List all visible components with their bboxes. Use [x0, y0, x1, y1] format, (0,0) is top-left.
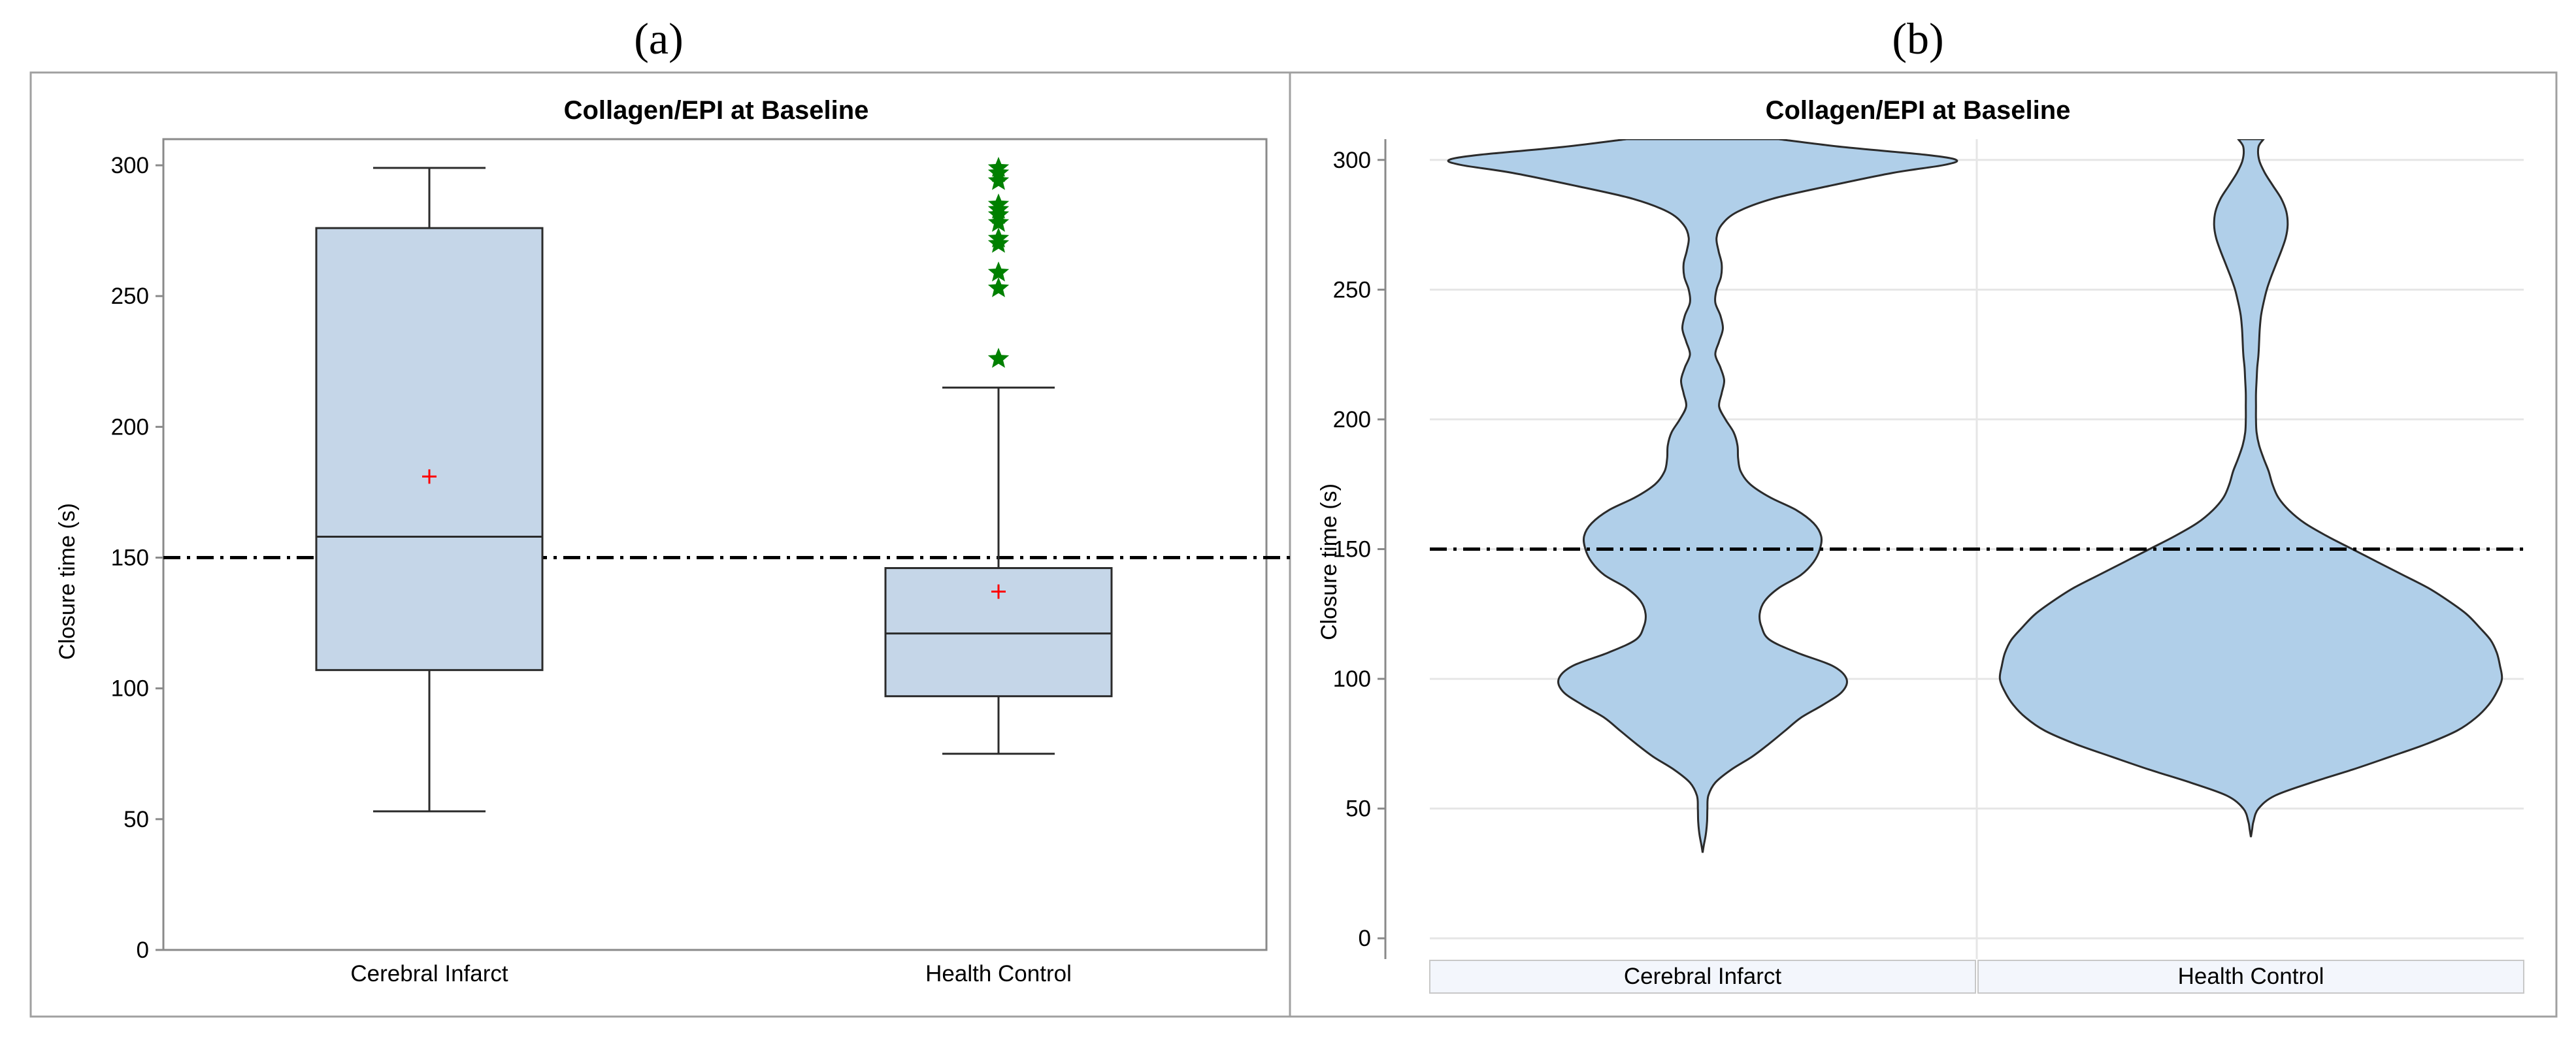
violin-category-cell: [1977, 960, 2524, 994]
violin-y-tick-label: 200: [1333, 407, 1371, 432]
box-plot-category-label: Health Control: [925, 961, 1072, 987]
figure-frame: [29, 71, 2558, 1018]
box-plot-y-axis-label: Closure time (s): [55, 503, 80, 660]
box-plot-area: [162, 138, 1268, 951]
box-plot-panel: Collagen/EPI at Baseline Closure time (s…: [55, 96, 1290, 987]
box-plot-y-tick-label: 0: [137, 938, 149, 963]
violin-category-label: Cerebral Infarct: [1624, 964, 1781, 989]
box-plot-y-tick-label: 250: [111, 284, 149, 309]
box-mean-marker: [422, 469, 437, 484]
box-plot-y-tick-label: 50: [124, 807, 149, 832]
violin-plot-y-axis-label: Closure time (s): [1317, 483, 1342, 640]
outlier-star: [987, 348, 1010, 368]
box-iqr: [315, 227, 544, 672]
box-plot-y-tick-label: 200: [111, 414, 149, 440]
outlier-star: [987, 227, 1010, 248]
box-group: [884, 157, 1113, 755]
violin-y-tick-label: 300: [1333, 148, 1371, 173]
violin-y-tick-label: 100: [1333, 666, 1371, 692]
violin-category-label: Health Control: [2178, 964, 2324, 989]
box-plot-category-label: Cerebral Infarct: [350, 961, 508, 987]
box-mean-marker: [991, 584, 1006, 599]
violin-y-tick-label: 50: [1346, 796, 1371, 822]
outlier-star: [987, 277, 1010, 297]
outlier-star: [987, 261, 1010, 282]
box-plot-title: Collagen/EPI at Baseline: [564, 96, 869, 125]
panel-b-label: (b): [1892, 14, 1943, 63]
outlier-star: [987, 212, 1010, 232]
outlier-star: [987, 170, 1010, 190]
violin-plot-title: Collagen/EPI at Baseline: [1766, 96, 2071, 125]
violin-category-cell: [1429, 960, 1976, 994]
violin-y-tick-label: 250: [1333, 277, 1371, 302]
box-plot-y-tick-label: 300: [111, 153, 149, 178]
box-plot-y-tick-label: 100: [111, 676, 149, 702]
violin-shape: [1998, 139, 2503, 838]
violin-plot-panel: Collagen/EPI at Baseline Closure time (s…: [1317, 96, 2528, 994]
outlier-star: [987, 157, 1010, 177]
violin-y-tick-label: 0: [1359, 926, 1371, 951]
box-plot-y-tick-label: 150: [111, 546, 149, 571]
outlier-star: [987, 193, 1010, 214]
violin-y-tick-label: 150: [1333, 537, 1371, 563]
box-group: [315, 167, 544, 813]
panel-a-label: (a): [634, 14, 683, 63]
violin-shape: [1447, 139, 1958, 853]
